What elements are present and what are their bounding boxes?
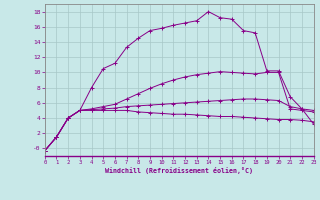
X-axis label: Windchill (Refroidissement éolien,°C): Windchill (Refroidissement éolien,°C) [105, 167, 253, 174]
